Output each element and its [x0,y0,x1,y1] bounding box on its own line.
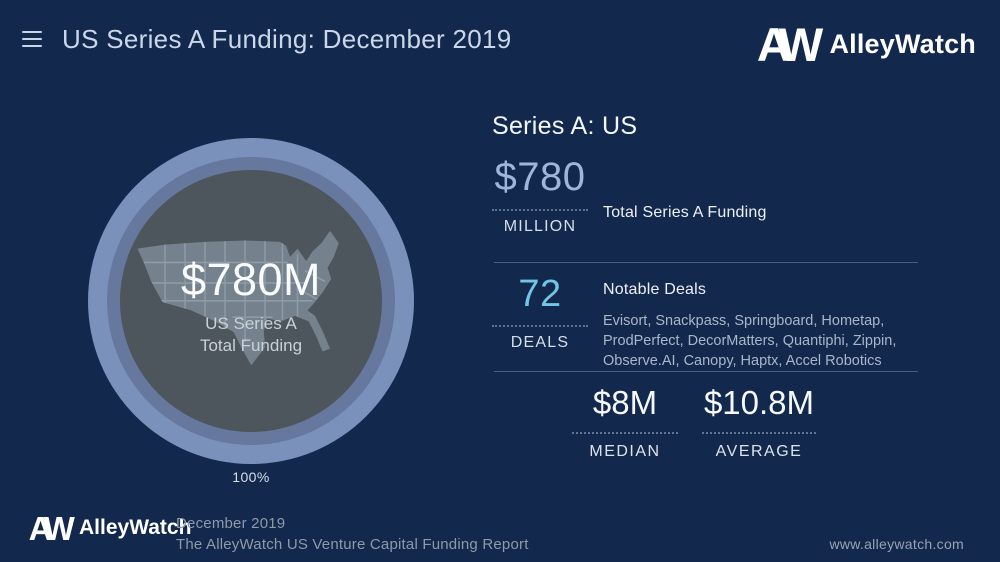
badge-percent: 100% [232,469,270,485]
page-title: US Series A Funding: December 2019 [62,24,512,54]
hamburger-line [22,45,42,47]
hamburger-line [22,38,42,40]
stat-deals-unit: DEALS [510,334,570,351]
section-divider [494,262,918,263]
stat-median-value: $8M [592,384,658,421]
dotted-divider [492,209,588,211]
badge-total-value: $780M [180,254,322,305]
notable-deals-heading: Notable Deals [603,281,707,298]
panel-title: Series A: US [492,112,638,140]
badge-label-line2: Total Funding [199,336,303,355]
stat-median: $8M MEDIAN [572,384,678,461]
stat-deals-value: 72 [518,273,562,315]
stat-total-funding-unit: MILLION [503,218,577,235]
hamburger-menu-icon[interactable] [22,31,42,49]
dotted-divider [492,325,588,327]
svg-text:AW: AW [757,19,824,72]
brand-name: AlleyWatch [829,28,976,59]
stat-average-unit: AVERAGE [715,443,803,460]
website-link[interactable]: www.alleywatch.com [829,536,964,552]
alleywatch-footer-logo: AW AlleyWatch [28,508,192,548]
footer-date: December 2019 [176,515,286,532]
dotted-divider [702,432,816,434]
brand-name: AlleyWatch [79,516,192,539]
notable-deals-list: Evisort, Snackpass, Springboard, Hometap… [603,313,897,369]
alleywatch-monogram-icon: AW [29,510,83,547]
alleywatch-logo: AW AlleyWatch [756,16,976,72]
us-map-badge: $780M US Series A Total Funding [88,138,414,464]
stat-average: $10.8M AVERAGE [702,384,816,461]
stat-total-funding-value: $780 [494,155,586,199]
stats-panel: Series A: US $780 MILLION Total Series A… [492,112,918,472]
stat-deals: 72 DEALS [492,273,588,352]
badge-label-line1: US Series A [205,314,297,333]
us-map-icon [137,230,339,366]
alleywatch-monogram-icon: AW [757,19,834,72]
footer-report-title: The AlleyWatch US Venture Capital Fundin… [176,536,529,553]
stat-average-value: $10.8M [703,384,815,421]
section-divider [494,371,918,372]
stat-total-funding: $780 MILLION [492,155,588,236]
dotted-divider [572,432,678,434]
svg-text:AW: AW [29,510,76,547]
stat-total-funding-label: Total Series A Funding [603,204,767,221]
hamburger-line [22,31,42,33]
stat-median-unit: MEDIAN [589,443,661,460]
